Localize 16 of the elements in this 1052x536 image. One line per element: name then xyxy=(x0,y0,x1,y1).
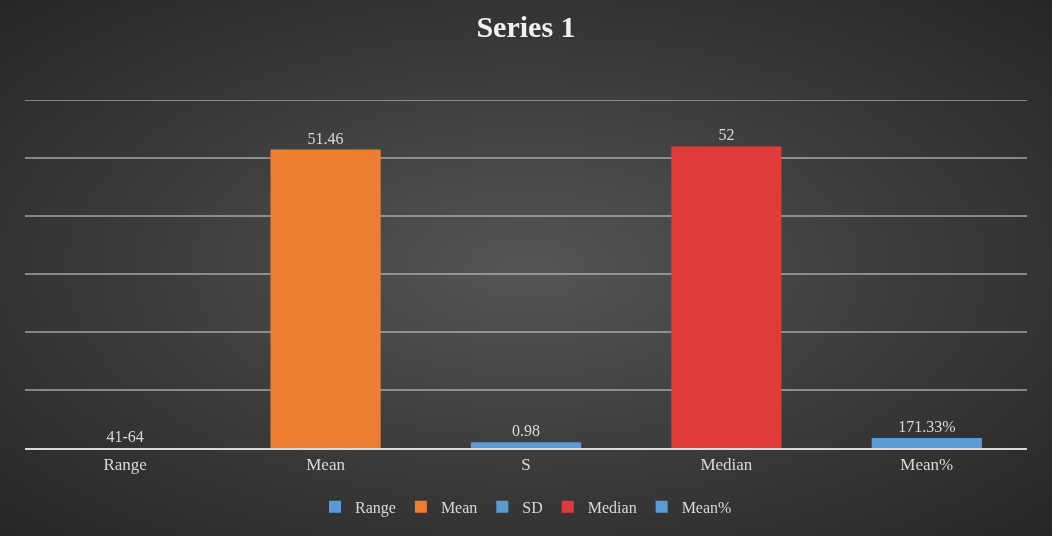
x-tick-label: Mean xyxy=(306,455,346,475)
legend-label: SD xyxy=(522,498,543,516)
x-tick-label: Median xyxy=(700,455,753,475)
chart-title: Series 1 xyxy=(476,10,576,44)
data-label: 0.98 xyxy=(512,422,540,440)
x-tick-label: S xyxy=(521,455,531,475)
data-label: 171.33% xyxy=(898,418,956,436)
legend-label: Range xyxy=(355,498,396,517)
data-label: 52 xyxy=(718,126,735,144)
x-tick-label: Range xyxy=(103,455,147,475)
data-label: 51.46 xyxy=(307,129,344,147)
legend-label: Mean% xyxy=(681,498,732,516)
x-tick-label: Mean% xyxy=(900,455,954,475)
legend-label: Median xyxy=(587,498,637,516)
data-label: 41-64 xyxy=(106,428,144,445)
legend-label: Mean xyxy=(440,498,478,516)
